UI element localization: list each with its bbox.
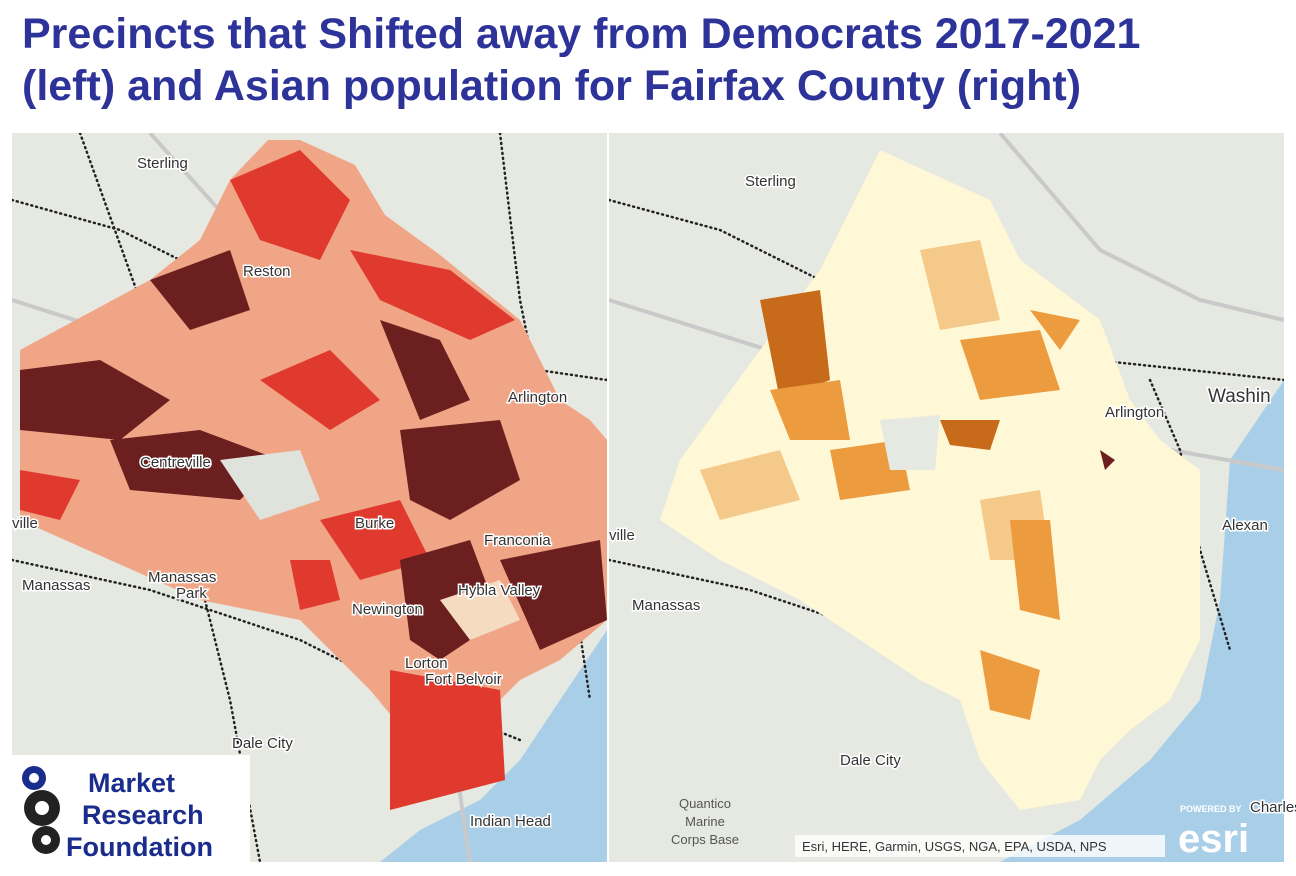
map-shape (1010, 520, 1060, 620)
title-line: Precincts that Shifted away from Democra… (22, 10, 1141, 58)
map-shape (940, 420, 1000, 450)
map-label: Dale City (232, 735, 293, 752)
map-label: Sterling (745, 173, 796, 190)
map-shape (260, 350, 380, 430)
map-shape (41, 835, 51, 845)
map-shape (880, 415, 940, 470)
map-shape (770, 380, 850, 440)
map-label: Centreville (140, 454, 211, 471)
map-label: Alexan (1222, 517, 1268, 534)
map-label: Burke (355, 515, 394, 532)
map-shape (1030, 310, 1080, 350)
title: Precincts that Shifted away from Democra… (22, 8, 1140, 112)
map-label: ville (609, 527, 635, 544)
map-label: Newington (352, 601, 423, 618)
map-shape (290, 560, 340, 610)
map-shape (230, 150, 350, 260)
attribution: Esri, HERE, Garmin, USGS, NGA, EPA, USDA… (802, 839, 1107, 854)
map-shape (29, 773, 39, 783)
map-shape (700, 450, 800, 520)
left-map (12, 133, 607, 862)
map-label: Manassas (632, 597, 700, 614)
title-line: (left) and Asian population for Fairfax … (22, 62, 1082, 110)
logo-text: Market (88, 768, 175, 798)
map-label: Washin (1208, 386, 1271, 407)
map-shape (220, 450, 320, 520)
map-label: Reston (243, 263, 291, 280)
map-shape (380, 320, 470, 420)
logo-text: Research (82, 800, 204, 830)
map-label: Marine (685, 814, 725, 829)
map-label: Hybla Valley (458, 582, 541, 599)
map-label: Manassas (148, 569, 216, 586)
map-shape (400, 420, 520, 520)
map-label: Indian Head (470, 813, 551, 830)
map-shape (390, 670, 505, 810)
map-label: Arlington (508, 389, 567, 406)
map-shape (20, 360, 170, 440)
map-shape (150, 250, 250, 330)
map-shape (20, 470, 80, 520)
map-label: Quantico (679, 796, 731, 811)
map-label: Franconia (484, 532, 551, 549)
esri-logo: esri (1178, 817, 1249, 861)
map-label: Charles (1250, 799, 1296, 816)
map-shape (500, 540, 607, 650)
map-label: Park (176, 585, 207, 602)
map-shape (380, 630, 607, 862)
map-label: Dale City (840, 752, 901, 769)
map-shape (440, 580, 520, 640)
map-shape (35, 801, 49, 815)
esri-powered: POWERED BY (1180, 804, 1242, 814)
map-shape (795, 835, 1165, 857)
map-shape (920, 240, 1000, 330)
map-shape (609, 558, 1122, 742)
map-shape (960, 330, 1060, 400)
map-shape (980, 650, 1040, 720)
right-map (609, 133, 1284, 862)
map-label: Arlington (1105, 404, 1164, 421)
logo-text: Foundation (66, 832, 213, 862)
map-shape (998, 133, 1284, 322)
map-shape (1000, 380, 1284, 862)
map-label: Lorton (405, 655, 448, 672)
map-shape (350, 250, 515, 340)
map-label: Manassas (22, 577, 90, 594)
map-label: ville (12, 515, 38, 532)
map-label: Sterling (137, 155, 188, 172)
map-shape (760, 290, 830, 400)
map-shape (1100, 450, 1115, 470)
map-label: Corps Base (671, 832, 739, 847)
map-label: Fort Belvoir (425, 671, 502, 688)
